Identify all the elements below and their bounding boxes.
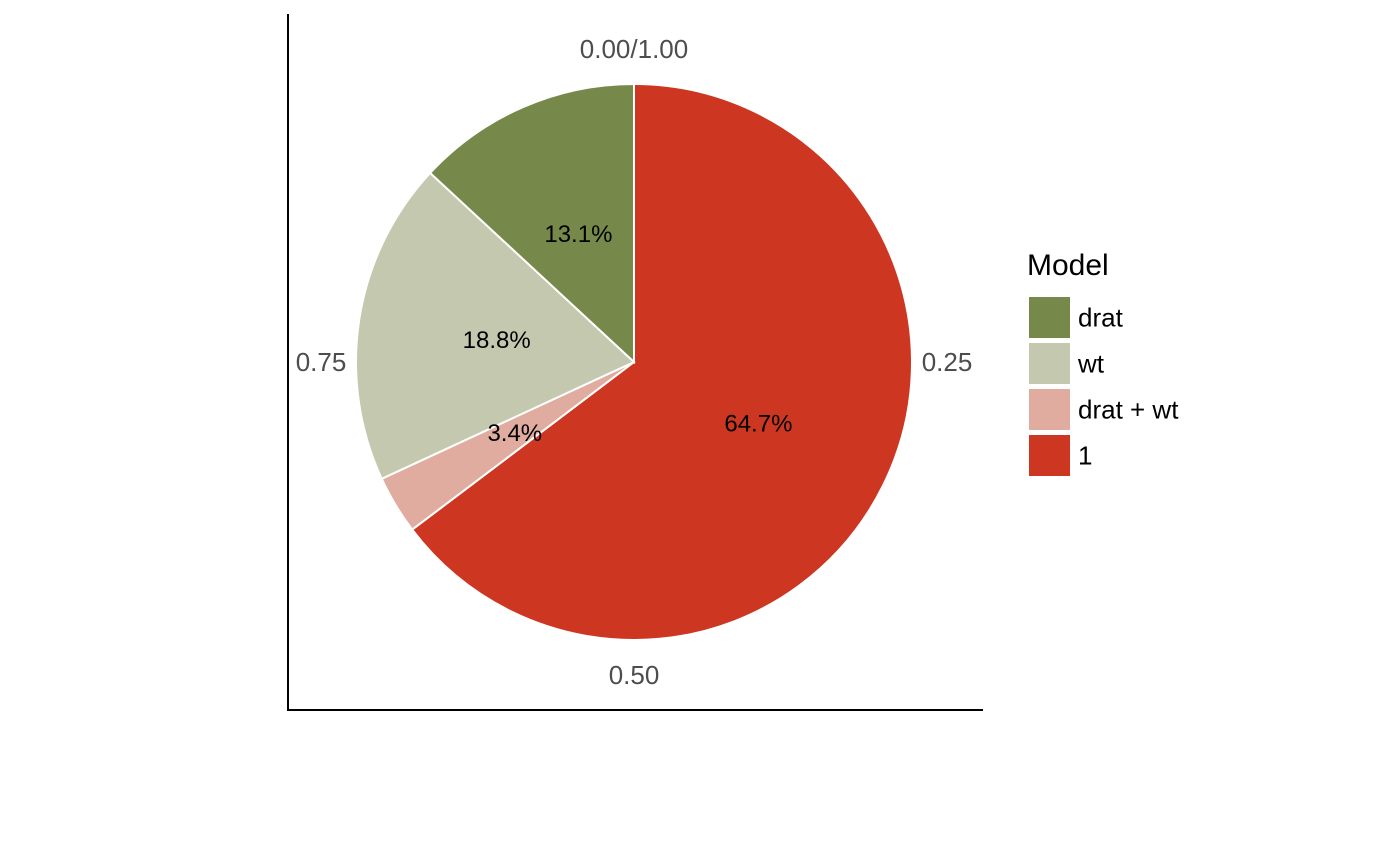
legend-key <box>1029 343 1070 384</box>
angular-tick-label: 0.00/1.00 <box>580 34 688 64</box>
percent-label: 64.7% <box>724 410 792 437</box>
angular-tick-label: 0.25 <box>922 347 973 377</box>
percent-label: 3.4% <box>487 420 542 447</box>
angular-tick-label: 0.50 <box>609 660 660 690</box>
legend-title: Model <box>1027 249 1109 282</box>
pie-slice-wt <box>355 171 636 481</box>
legend-key <box>1029 435 1070 476</box>
legend-label: drat <box>1078 303 1124 333</box>
percent-label: 18.8% <box>463 327 531 354</box>
angular-tick-labels: 0.00/1.00 0.25 0.50 0.75 <box>296 34 973 690</box>
pie-slice-drat <box>428 82 635 365</box>
legend-label: 1 <box>1078 441 1092 471</box>
legend-label: drat + wt <box>1078 395 1179 425</box>
legend-key <box>1029 297 1070 338</box>
pie-slices <box>355 82 913 641</box>
legend: Model drat wt drat + wt 1 <box>1027 249 1179 476</box>
legend-key <box>1029 389 1070 430</box>
angular-tick-label: 0.75 <box>296 347 347 377</box>
pie-slice-1 <box>410 82 913 641</box>
percent-labels: 64.7% 3.4% 18.8% 13.1% <box>463 221 793 447</box>
legend-label: wt <box>1077 349 1105 379</box>
percent-label: 13.1% <box>544 221 612 248</box>
